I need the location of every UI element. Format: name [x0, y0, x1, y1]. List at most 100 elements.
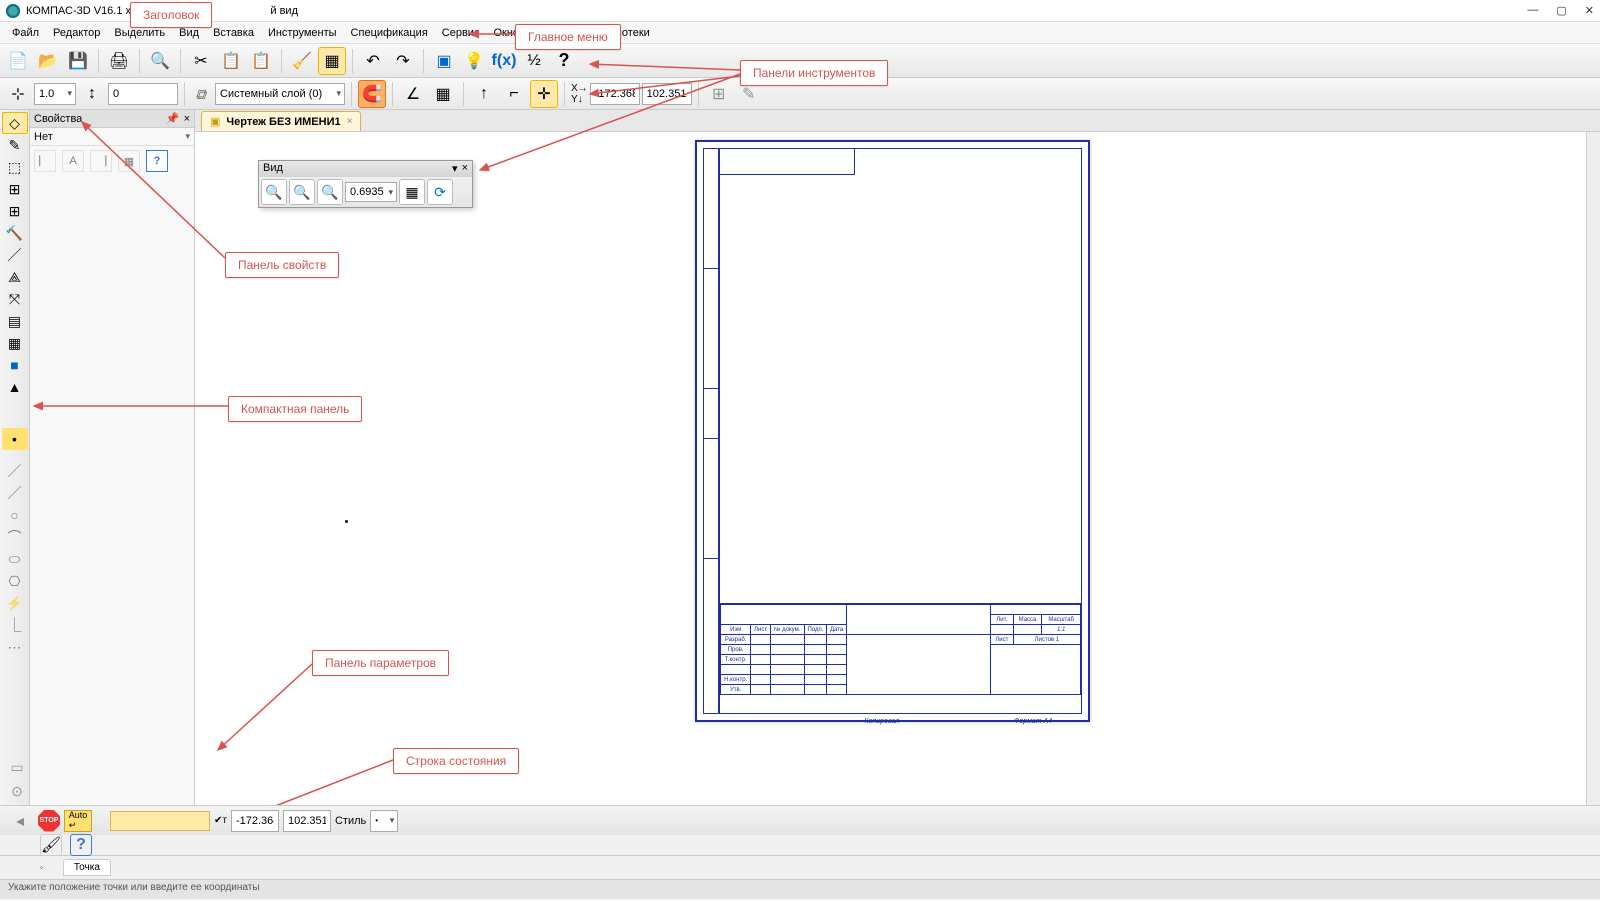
zoom-combo[interactable]: 0.6935	[345, 182, 397, 202]
manager-icon[interactable]: ▣	[430, 47, 458, 75]
view-toolbar[interactable]: Вид ▾ × 🔍 🔍 🔍 0.6935 ▦ ⟳	[258, 160, 473, 208]
help-row: 🖌 ?	[0, 835, 1600, 855]
left-geometry-icon[interactable]: ◇	[2, 112, 28, 134]
left-spline-icon[interactable]: ⎔	[2, 570, 28, 592]
view-grid-icon[interactable]: ▦	[399, 179, 425, 205]
snap-icon[interactable]: ⊹	[4, 80, 32, 108]
save-icon[interactable]: 💾	[64, 47, 92, 75]
prop-icon-3[interactable]: ⎹	[90, 150, 112, 172]
left-bolt-icon[interactable]: ⚡	[2, 592, 28, 614]
scale-combo[interactable]: 1.0	[34, 83, 76, 105]
axis-icon[interactable]: ↑	[470, 80, 498, 108]
prop-icon-2[interactable]: A	[62, 150, 84, 172]
coord-x-input[interactable]	[590, 83, 640, 105]
left-8-icon[interactable]: ⟁	[2, 266, 28, 288]
paste-icon[interactable]: 📋	[247, 47, 275, 75]
bulb-icon[interactable]: 💡	[460, 47, 488, 75]
left-edit-icon[interactable]: ✎	[2, 134, 28, 156]
vars-icon[interactable]: ½	[520, 47, 548, 75]
param-y-input[interactable]	[283, 810, 331, 832]
redo-icon[interactable]: ↷	[389, 47, 417, 75]
view-toolbar-body: 🔍 🔍 🔍 0.6935 ▦ ⟳	[259, 177, 472, 207]
prev-icon[interactable]: ◂	[6, 807, 34, 835]
param-x-input[interactable]	[231, 810, 279, 832]
view-toolbar-header[interactable]: Вид ▾ ×	[259, 161, 472, 177]
left-9-icon[interactable]: ⤧	[2, 288, 28, 310]
layer-icon: ⧉	[187, 83, 217, 105]
left-rect-icon[interactable]: ⎿	[2, 614, 28, 636]
layer-combo[interactable]: Системный слой (0)	[215, 83, 345, 105]
style-combo[interactable]: •	[370, 810, 398, 832]
help-icon[interactable]: ?	[550, 47, 578, 75]
menu-insert[interactable]: Вставка	[207, 25, 260, 41]
zoom-in-icon[interactable]: 🔍	[261, 179, 287, 205]
prop-help-icon[interactable]: ?	[146, 150, 168, 172]
zoom-out-icon[interactable]: 🔍	[289, 179, 315, 205]
left-ellipse-icon[interactable]: ⬭	[2, 548, 28, 570]
print-icon[interactable]: 🖨	[105, 47, 133, 75]
left-line-icon[interactable]: ／	[2, 460, 28, 482]
open-icon[interactable]: 📂	[34, 47, 62, 75]
tab-close-icon[interactable]: ×	[347, 116, 353, 127]
zoom-fit-icon[interactable]: 🔍	[317, 179, 343, 205]
left-11-icon[interactable]: ▦	[2, 332, 28, 354]
auto-button[interactable]: Auto↵	[64, 810, 92, 832]
ortho-icon[interactable]: ∠	[399, 80, 427, 108]
properties-row[interactable]: Нет ▾	[30, 128, 194, 146]
minimize-button[interactable]: —	[1527, 4, 1538, 17]
fx-icon[interactable]: f(x)	[490, 47, 518, 75]
left-line2-icon[interactable]: ／	[2, 482, 28, 504]
magnet-icon[interactable]: 🧲	[358, 80, 386, 108]
cut-icon[interactable]: ✂	[187, 47, 215, 75]
left-dim-icon[interactable]: ⬚	[2, 156, 28, 178]
left-4-icon[interactable]: ⊞	[2, 178, 28, 200]
snap2-icon[interactable]: ✛	[530, 80, 558, 108]
properties-pin-icon[interactable]: 📌	[166, 112, 180, 125]
corner-2-icon[interactable]: ⊙	[4, 780, 30, 802]
left-5-icon[interactable]: ⊞	[2, 200, 28, 222]
close-button[interactable]: ✕	[1585, 4, 1594, 17]
refresh-icon[interactable]: ⟳	[427, 179, 453, 205]
menu-edit[interactable]: Редактор	[47, 25, 106, 41]
step-input[interactable]	[108, 83, 178, 105]
corner-icon[interactable]: ⌐	[500, 80, 528, 108]
left-7-icon[interactable]: ／	[2, 244, 28, 266]
misc1-icon[interactable]: ⊞	[705, 80, 733, 108]
vertical-scrollbar[interactable]	[1586, 132, 1600, 805]
left-circle-icon[interactable]: ○	[2, 504, 28, 526]
param-tab[interactable]: Точка	[63, 859, 111, 876]
corner-1-icon[interactable]: ▭	[4, 756, 30, 778]
coord-y-input[interactable]	[642, 83, 692, 105]
document-tab[interactable]: ▣ Чертеж БЕЗ ИМЕНИ1 ×	[201, 111, 361, 131]
left-6-icon[interactable]: 🔨	[2, 222, 28, 244]
properties-close-icon[interactable]: ×	[184, 113, 190, 125]
eraser-icon[interactable]: 🧹	[288, 47, 316, 75]
brush-icon[interactable]: 🖌	[40, 834, 62, 856]
drawing-canvas[interactable]: Лит.МассаМасштаб 1:1 ИзмЛист№ докум.Подп…	[195, 132, 1586, 805]
step-icon[interactable]: ↕	[78, 80, 106, 108]
copy-icon[interactable]: 📋	[217, 47, 245, 75]
left-arc-icon[interactable]: ⌒	[2, 526, 28, 548]
help2-icon[interactable]: ?	[70, 834, 92, 856]
left-13-icon[interactable]: ▲	[2, 376, 28, 398]
preview-icon[interactable]: 🔍	[146, 47, 174, 75]
grid2-icon[interactable]: ▦	[429, 80, 457, 108]
left-point-icon[interactable]: •	[2, 428, 28, 450]
view-opts-icon[interactable]: ▾	[452, 162, 458, 176]
prop-icon-1[interactable]: ⎸	[34, 150, 56, 172]
grid-icon[interactable]: ▦	[318, 47, 346, 75]
stop-button[interactable]: STOP	[38, 810, 60, 832]
window-controls: — ▢ ✕	[1527, 4, 1594, 17]
new-icon[interactable]: 📄	[4, 47, 32, 75]
view-close-icon[interactable]: ×	[462, 162, 468, 176]
menu-tools[interactable]: Инструменты	[262, 25, 343, 41]
left-12-icon[interactable]: ■	[2, 354, 28, 376]
menu-spec[interactable]: Спецификация	[345, 25, 434, 41]
left-more-icon[interactable]: ⋯	[2, 636, 28, 658]
undo-icon[interactable]: ↶	[359, 47, 387, 75]
menu-service[interactable]: Сервис	[436, 25, 486, 41]
prop-icon-4[interactable]: ▦	[118, 150, 140, 172]
left-10-icon[interactable]: ▤	[2, 310, 28, 332]
menu-file[interactable]: Файл	[6, 25, 45, 41]
maximize-button[interactable]: ▢	[1556, 4, 1566, 17]
